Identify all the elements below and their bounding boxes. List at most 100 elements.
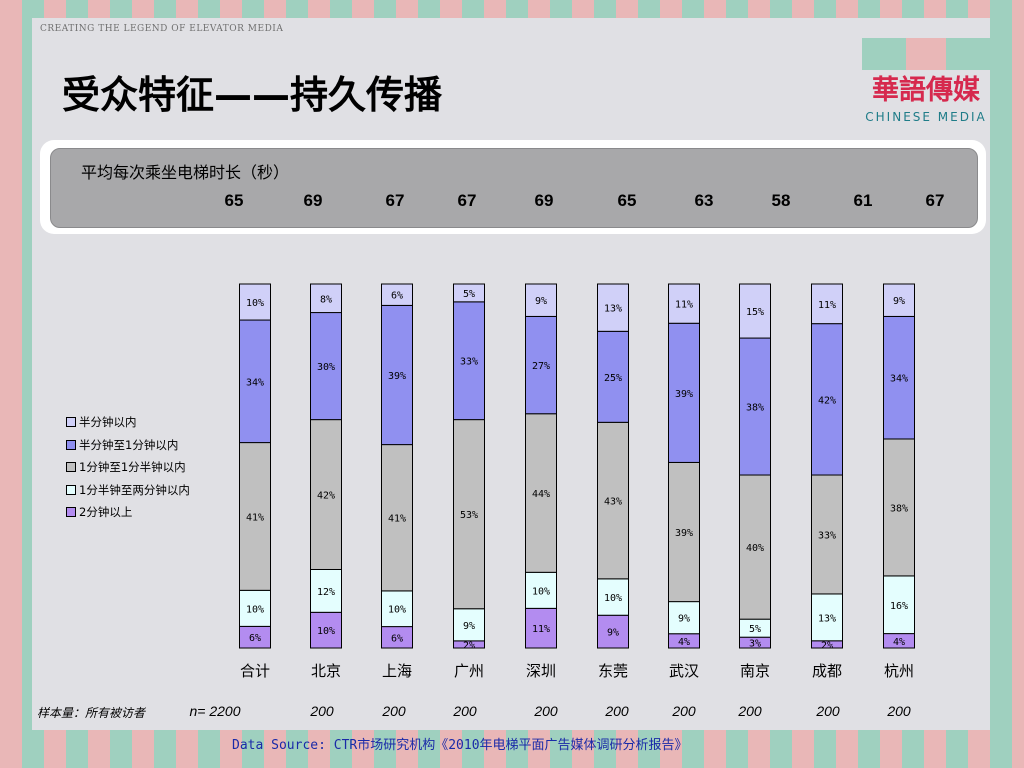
data-label: 15%: [746, 307, 764, 318]
data-label: 8%: [320, 294, 332, 305]
avg-duration-panel: 平均每次乘坐电梯时长（秒） 65 69 67 67 69 65 63 58 61…: [40, 140, 986, 234]
data-label: 10%: [604, 593, 622, 604]
data-label: 41%: [388, 514, 406, 525]
data-label: 53%: [460, 510, 478, 521]
bar-segment: [453, 419, 485, 610]
data-label: 43%: [604, 497, 622, 508]
data-label: 33%: [460, 357, 478, 368]
data-label: 44%: [532, 489, 550, 500]
sample-size: n= 2200: [189, 703, 241, 719]
sample-size: 200: [310, 703, 334, 719]
bar-segment: [239, 589, 271, 627]
panel-value: 67: [385, 191, 405, 210]
data-label: 4%: [893, 637, 905, 648]
legend-label: 1分钟至1分半钟以内: [79, 460, 186, 474]
bar-segment: [739, 283, 771, 339]
category-label: 上海: [382, 662, 412, 680]
bar-segment: [597, 421, 629, 580]
panel-value: 67: [457, 191, 477, 210]
sample-label: 样本量：所有被访者: [37, 706, 146, 720]
bar-segment: [668, 283, 700, 324]
legend-swatch: [66, 462, 76, 472]
data-label: 10%: [246, 298, 264, 309]
data-label: 2%: [821, 640, 833, 651]
data-label: 6%: [249, 633, 261, 644]
legend-label: 半分钟至1分钟以内: [79, 437, 179, 452]
data-label: 10%: [388, 605, 406, 616]
data-label: 9%: [678, 614, 690, 625]
bar-segment: [739, 474, 771, 620]
category-label: 北京: [311, 662, 341, 680]
data-label: 10%: [246, 604, 264, 615]
company-logo: 華語傳媒 CHINESE MEDIA: [862, 38, 990, 130]
sample-size: 200: [605, 703, 629, 719]
data-label: 10%: [532, 586, 550, 597]
data-label: 40%: [746, 543, 764, 554]
legend-swatch: [66, 417, 76, 427]
bar-segment: [811, 323, 843, 476]
data-label: 9%: [463, 621, 475, 632]
data-label: 11%: [818, 300, 836, 311]
data-label: 13%: [818, 613, 836, 624]
data-label: 6%: [391, 633, 403, 644]
data-label: 3%: [749, 639, 761, 650]
bar-segment: [525, 413, 557, 573]
data-label: 42%: [818, 395, 836, 406]
sample-size: 200: [672, 703, 696, 719]
data-label: 34%: [890, 374, 908, 385]
data-label: 39%: [388, 371, 406, 382]
bar-segment: [381, 283, 413, 306]
bar-segment: [453, 301, 485, 421]
legend-label: 2分钟以上: [79, 505, 133, 519]
data-label: 27%: [532, 361, 550, 372]
category-label: 武汉: [669, 662, 699, 680]
category-label: 东莞: [598, 662, 628, 680]
category-label: 广州: [454, 662, 484, 680]
bar-segment: [310, 283, 342, 314]
category-label: 合计: [240, 662, 270, 680]
bar-segment: [739, 337, 771, 476]
legend-swatch: [66, 507, 76, 517]
data-label: 39%: [675, 528, 693, 539]
tagline: CREATING THE LEGEND OF ELEVATOR MEDIA: [40, 24, 284, 34]
data-label: 16%: [890, 601, 908, 612]
data-label: 39%: [675, 389, 693, 400]
data-label: 25%: [604, 373, 622, 384]
panel-value: 65: [617, 191, 637, 210]
bar-segment: [597, 330, 629, 423]
panel-value: 67: [925, 191, 945, 210]
bar-segment: [668, 601, 700, 635]
data-source: Data Source: CTR市场研究机构《2010年电梯平面广告媒体调研分析…: [232, 738, 688, 753]
logo-text-cn: 華語傳媒: [872, 75, 980, 106]
bar-segment: [310, 419, 342, 570]
panel-value: 61: [853, 191, 873, 210]
panel-value: 69: [534, 191, 554, 210]
legend-swatch: [66, 484, 76, 495]
data-label: 38%: [890, 503, 908, 514]
data-label: 6%: [391, 291, 403, 302]
sample-size: 200: [816, 703, 840, 719]
category-label: 杭州: [884, 662, 914, 680]
data-label: 11%: [532, 624, 550, 635]
sample-size: 200: [534, 703, 558, 719]
bar-segment: [239, 283, 271, 321]
bar-segment: [883, 283, 915, 317]
data-label: 10%: [317, 626, 335, 637]
slide: CREATING THE LEGEND OF ELEVATOR MEDIA 受众…: [32, 18, 990, 753]
slide-title: 受众特征——持久传播: [62, 73, 443, 117]
bar-segment: [883, 438, 915, 577]
category-label: 成都: [812, 662, 842, 680]
legend-label: 1分半钟至两分钟以内: [79, 482, 190, 497]
data-label: 41%: [246, 512, 264, 523]
data-label: 4%: [678, 637, 690, 648]
data-label: 9%: [893, 296, 905, 307]
sample-size: 200: [453, 703, 477, 719]
data-label: 9%: [535, 296, 547, 307]
category-label: 南京: [740, 662, 770, 680]
data-label: 12%: [317, 587, 335, 598]
data-label: 34%: [246, 377, 264, 388]
data-label: 13%: [604, 304, 622, 315]
bar-segment: [239, 442, 271, 591]
sample-size: 200: [738, 703, 762, 719]
data-label: 38%: [746, 403, 764, 414]
